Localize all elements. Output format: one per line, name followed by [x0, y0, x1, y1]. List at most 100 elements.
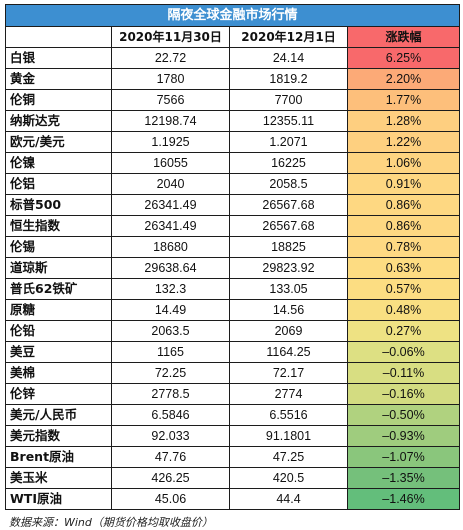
row-value-nov30: 1165: [111, 341, 230, 363]
row-value-dec1: 91.1801: [229, 425, 348, 447]
row-change: 0.57%: [346, 278, 461, 300]
row-value-dec1: 2774: [229, 383, 348, 405]
row-name: 伦铜: [5, 89, 112, 111]
table-title: 隔夜全球金融市场行情: [4, 4, 461, 27]
table-row: WTI原油 45.06 44.4 –1.46%: [5, 488, 461, 510]
row-name: 伦锡: [5, 236, 112, 258]
row-change: 1.28%: [346, 110, 461, 132]
row-value-dec1: 26567.68: [229, 215, 348, 237]
row-change: –0.11%: [346, 362, 461, 384]
row-change: –0.93%: [346, 425, 461, 447]
table-row: 伦镍 16055 16225 1.06%: [5, 152, 461, 174]
row-value-nov30: 1.1925: [111, 131, 230, 153]
table-row: 纳斯达克 12198.74 12355.11 1.28%: [5, 110, 461, 132]
table-row: 欧元/美元 1.1925 1.2071 1.22%: [5, 131, 461, 153]
row-change: 0.91%: [346, 173, 461, 195]
table-row: 伦铜 7566 7700 1.77%: [5, 89, 461, 111]
table-row: 道琼斯 29638.64 29823.92 0.63%: [5, 257, 461, 279]
row-value-dec1: 1.2071: [229, 131, 348, 153]
row-value-dec1: 14.56: [229, 299, 348, 321]
row-change: 1.06%: [346, 152, 461, 174]
row-name: 美元指数: [5, 425, 112, 447]
table-body: 白银 22.72 24.14 6.25% 黄金 1780 1819.2 2.20% 伦铜 7566…: [5, 47, 461, 510]
row-name: 美玉米: [5, 467, 112, 489]
row-value-dec1: 420.5: [229, 467, 348, 489]
source-note: 数据来源：Wind（期货价格均取收盘价）: [9, 516, 213, 529]
row-change: –1.46%: [346, 488, 461, 510]
row-value-dec1: 7700: [229, 89, 348, 111]
row-value-nov30: 29638.64: [111, 257, 230, 279]
table-row: 标普500 26341.49 26567.68 0.86%: [5, 194, 461, 216]
row-name: 美豆: [5, 341, 112, 363]
row-change: 0.78%: [346, 236, 461, 258]
row-value-nov30: 72.25: [111, 362, 230, 384]
row-value-nov30: 45.06: [111, 488, 230, 510]
row-change: 0.63%: [346, 257, 461, 279]
row-value-dec1: 1164.25: [229, 341, 348, 363]
table-row: 美棉 72.25 72.17 –0.11%: [5, 362, 461, 384]
row-name: 黄金: [5, 68, 112, 90]
row-value-dec1: 18825: [229, 236, 348, 258]
row-change: 0.86%: [346, 215, 461, 237]
table-title-row: 隔夜全球金融市场行情: [4, 4, 461, 27]
row-value-dec1: 26567.68: [229, 194, 348, 216]
row-change: –0.16%: [346, 383, 461, 405]
row-value-dec1: 133.05: [229, 278, 348, 300]
row-change: 2.20%: [346, 68, 461, 90]
table-row: 美玉米 426.25 420.5 –1.35%: [5, 467, 461, 489]
row-name: 伦铅: [5, 320, 112, 342]
table-row: 伦锡 18680 18825 0.78%: [5, 236, 461, 258]
row-change: –1.07%: [346, 446, 461, 468]
row-change: –1.35%: [346, 467, 461, 489]
row-value-nov30: 47.76: [111, 446, 230, 468]
row-value-nov30: 2778.5: [111, 383, 230, 405]
row-name: 恒生指数: [5, 215, 112, 237]
row-change: –0.06%: [346, 341, 461, 363]
row-value-nov30: 1780: [111, 68, 230, 90]
row-value-dec1: 1819.2: [229, 68, 348, 90]
row-value-nov30: 16055: [111, 152, 230, 174]
row-name: 伦锌: [5, 383, 112, 405]
row-value-nov30: 22.72: [111, 47, 230, 69]
table-row: 普氏62铁矿 132.3 133.05 0.57%: [5, 278, 461, 300]
row-name: 白银: [5, 47, 112, 69]
row-value-nov30: 18680: [111, 236, 230, 258]
market-table: 隔夜全球金融市场行情 2020年11月30日 2020年12月1日 涨跌幅 白银…: [4, 4, 461, 510]
table-row: 白银 22.72 24.14 6.25%: [5, 47, 461, 69]
row-value-nov30: 26341.49: [111, 215, 230, 237]
row-value-nov30: 2063.5: [111, 320, 230, 342]
row-value-nov30: 92.033: [111, 425, 230, 447]
row-name: Brent原油: [5, 446, 112, 468]
row-value-nov30: 7566: [111, 89, 230, 111]
row-value-dec1: 44.4: [229, 488, 348, 510]
row-value-nov30: 132.3: [111, 278, 230, 300]
header-date-2: 2020年12月1日: [229, 26, 348, 48]
table-row: 原糖 14.49 14.56 0.48%: [5, 299, 461, 321]
row-value-nov30: 2040: [111, 173, 230, 195]
row-change: –0.50%: [346, 404, 461, 426]
row-name: 道琼斯: [5, 257, 112, 279]
row-name: 标普500: [5, 194, 112, 216]
row-name: WTI原油: [5, 488, 112, 510]
table-row: 伦锌 2778.5 2774 –0.16%: [5, 383, 461, 405]
row-value-nov30: 6.5846: [111, 404, 230, 426]
row-value-dec1: 47.25: [229, 446, 348, 468]
header-date-1: 2020年11月30日: [111, 26, 230, 48]
row-change: 0.27%: [346, 320, 461, 342]
table-row: 伦铝 2040 2058.5 0.91%: [5, 173, 461, 195]
row-value-dec1: 72.17: [229, 362, 348, 384]
table-row: 黄金 1780 1819.2 2.20%: [5, 68, 461, 90]
row-value-dec1: 24.14: [229, 47, 348, 69]
row-value-nov30: 12198.74: [111, 110, 230, 132]
row-value-nov30: 14.49: [111, 299, 230, 321]
row-name: 原糖: [5, 299, 112, 321]
table-row: 美元/人民币 6.5846 6.5516 –0.50%: [5, 404, 461, 426]
table-row: Brent原油 47.76 47.25 –1.07%: [5, 446, 461, 468]
row-value-dec1: 2058.5: [229, 173, 348, 195]
row-name: 伦镍: [5, 152, 112, 174]
header-name: [5, 26, 112, 48]
header-change: 涨跌幅: [346, 26, 461, 48]
row-value-nov30: 26341.49: [111, 194, 230, 216]
market-table-container: 隔夜全球金融市场行情 2020年11月30日 2020年12月1日 涨跌幅 白银…: [4, 4, 461, 530]
row-value-dec1: 29823.92: [229, 257, 348, 279]
